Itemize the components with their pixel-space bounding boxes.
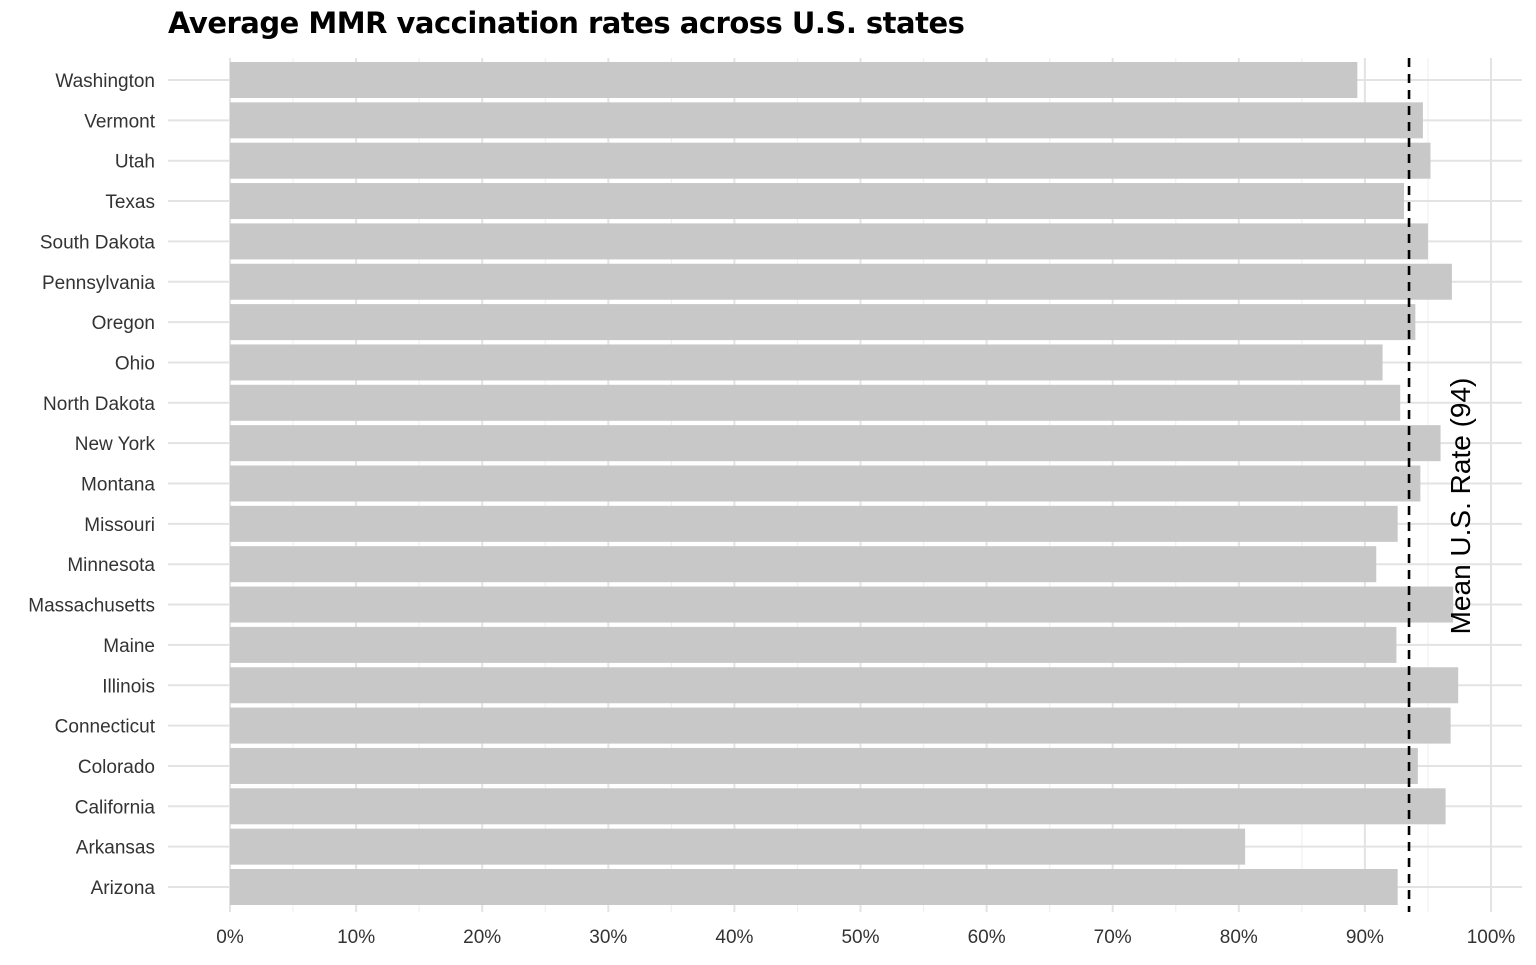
x-tick-label: 20% (463, 927, 501, 948)
bar (230, 667, 1459, 704)
bar (230, 223, 1428, 260)
bar (230, 183, 1404, 220)
y-tick-label: Missouri (84, 515, 155, 536)
bar (230, 707, 1451, 744)
y-tick-label: North Dakota (43, 394, 155, 415)
y-tick-label: Colorado (78, 757, 155, 778)
y-tick-label: New York (75, 434, 156, 455)
x-tick-label: 60% (968, 927, 1006, 948)
bar (230, 505, 1398, 542)
bar (230, 62, 1358, 98)
x-tick-label: 90% (1346, 927, 1384, 948)
x-tick-label: 40% (715, 927, 753, 948)
y-tick-label: Montana (81, 475, 155, 496)
y-tick-label: Ohio (115, 353, 155, 374)
y-tick-label: Oregon (92, 313, 155, 334)
bar (230, 142, 1431, 179)
bar (230, 626, 1397, 663)
y-tick-label: Minnesota (67, 555, 155, 576)
x-tick-label: 30% (589, 927, 627, 948)
x-tick-label: 0% (216, 927, 244, 948)
x-tick-label: 80% (1220, 927, 1258, 948)
bar (230, 263, 1452, 300)
y-tick-label: Massachusetts (28, 596, 155, 617)
y-tick-label: Utah (115, 152, 155, 173)
y-tick-label: Arkansas (76, 838, 155, 859)
y-tick-label: Pennsylvania (42, 273, 155, 294)
bar (230, 747, 1418, 784)
x-tick-label: 100% (1467, 927, 1516, 948)
y-tick-label: South Dakota (40, 232, 156, 253)
x-tick-label: 50% (841, 927, 879, 948)
x-tick-label: 10% (337, 927, 375, 948)
bar (230, 344, 1383, 381)
bar (230, 384, 1401, 421)
mean-reference-label: Mean U.S. Rate (94) (1445, 378, 1476, 635)
y-tick-label: California (75, 797, 156, 818)
bar (230, 586, 1454, 623)
y-tick-label: Maine (103, 636, 155, 657)
y-tick-label: Washington (55, 71, 155, 92)
bar (230, 546, 1377, 583)
bar (230, 788, 1446, 825)
bar (230, 828, 1246, 865)
bar (230, 102, 1423, 139)
x-tick-label: 70% (1094, 927, 1132, 948)
bar (230, 869, 1398, 905)
bar (230, 425, 1441, 462)
bar (230, 465, 1421, 502)
y-tick-label: Illinois (102, 676, 155, 697)
y-tick-label: Arizona (91, 878, 156, 899)
y-tick-label: Vermont (84, 111, 155, 132)
bar (230, 304, 1416, 341)
chart-title: Average MMR vaccination rates across U.S… (168, 6, 965, 40)
y-tick-label: Connecticut (55, 717, 156, 738)
y-tick-label: Texas (105, 192, 155, 213)
